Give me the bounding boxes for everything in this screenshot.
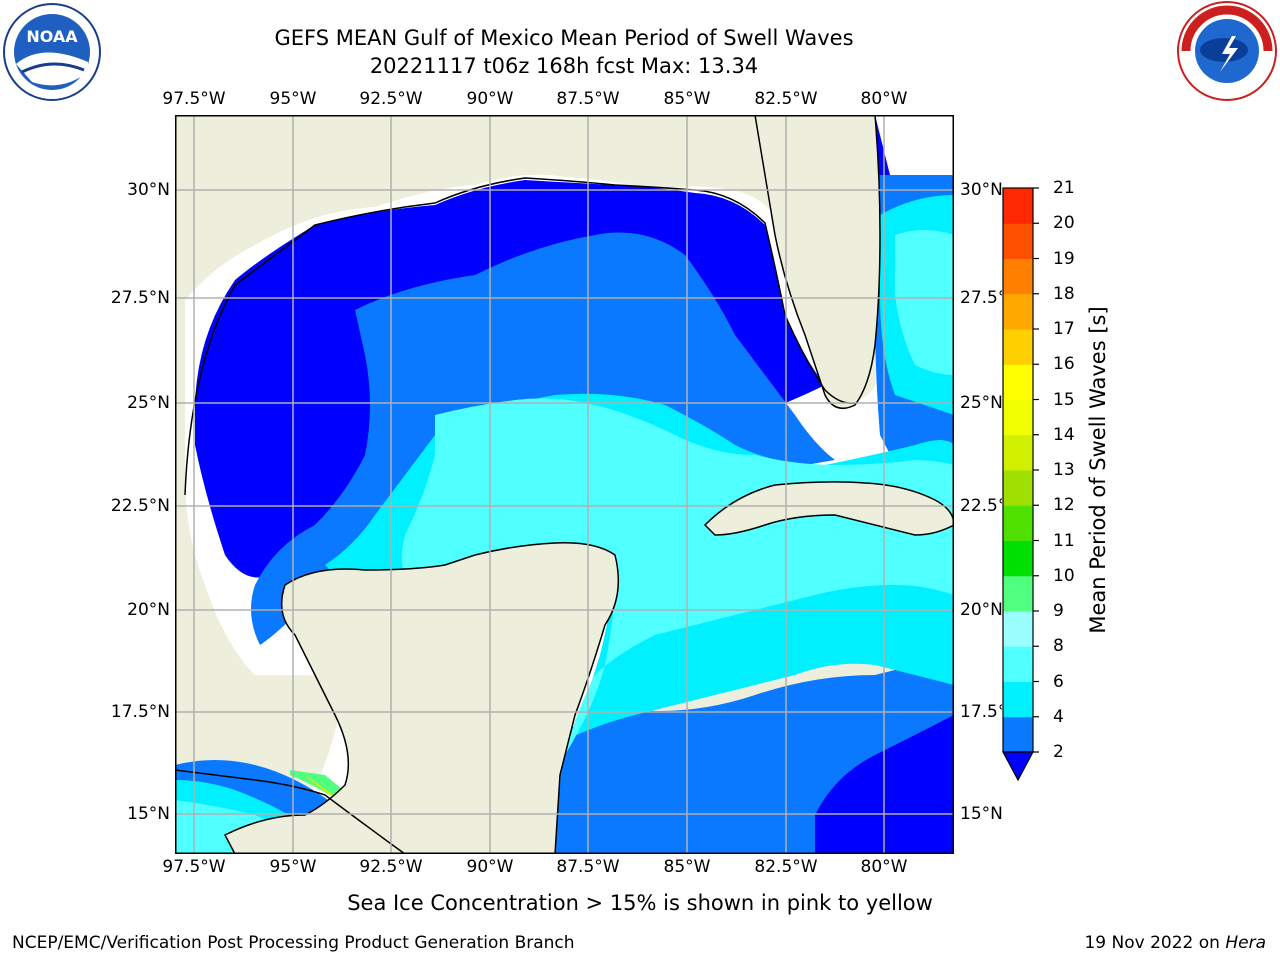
- colorbar-tick-label: 8: [1053, 636, 1064, 657]
- map-title: GEFS MEAN Gulf of Mexico Mean Period of …: [274, 26, 854, 50]
- swell-period-map-svg: [175, 115, 954, 854]
- colorbar-segment: [1003, 681, 1033, 718]
- swell-contour-medium-blue: [551, 655, 954, 854]
- lat-label-left: 17.5°N: [110, 702, 170, 722]
- colorbar-tick-label: 18: [1053, 283, 1075, 304]
- colorbar-svg: [1001, 187, 1039, 782]
- sea-ice-note: Sea Ice Concentration > 15% is shown in …: [347, 891, 933, 915]
- lat-label-left: 20°N: [127, 600, 170, 620]
- lat-label-left: 22.5°N: [110, 496, 170, 516]
- colorbar-segment: [1003, 223, 1033, 259]
- lon-label-bottom: 82.5°W: [754, 857, 818, 877]
- colorbar-segment: [1003, 575, 1033, 612]
- svg-text:NOAA: NOAA: [26, 27, 78, 46]
- lon-label-top: 80°W: [860, 89, 908, 109]
- lon-label-top: 97.5°W: [162, 89, 226, 109]
- lat-label-right: 27.5°N: [960, 288, 1002, 308]
- colorbar-tick-label: 16: [1053, 354, 1075, 375]
- colorbar: [995, 180, 1040, 794]
- colorbar-tick-label: 20: [1053, 213, 1075, 234]
- colorbar-tick-label: 10: [1053, 565, 1075, 586]
- colorbar-segment: [1003, 540, 1033, 577]
- footer-date-text: 19 Nov 2022 on: [1084, 933, 1226, 953]
- lon-label-top: 95°W: [269, 89, 317, 109]
- lat-label-right: 25°N: [960, 393, 1002, 413]
- noaa-logo: NOAA: [2, 2, 102, 102]
- colorbar-tick-label: 11: [1053, 530, 1075, 551]
- yucatan-peninsula: [223, 542, 620, 854]
- gulf-of-mexico-map: [175, 115, 954, 854]
- lon-label-top: 85°W: [663, 89, 711, 109]
- lon-label-top: 92.5°W: [359, 89, 423, 109]
- lat-label-left: 25°N: [127, 393, 170, 413]
- lon-label-bottom: 95°W: [269, 857, 317, 877]
- lon-label-bottom: 80°W: [860, 857, 908, 877]
- swell-contour-light-cyan: [895, 230, 954, 375]
- lon-label-top: 87.5°W: [556, 89, 620, 109]
- lon-label-bottom: 92.5°W: [359, 857, 423, 877]
- colorbar-segment: [1003, 329, 1033, 365]
- colorbar-tick-label: 13: [1053, 460, 1075, 480]
- colorbar-segment: [1003, 258, 1033, 295]
- graticule: [175, 115, 954, 854]
- colorbar-tick-label: 9: [1053, 601, 1064, 621]
- nws-logo: [1176, 0, 1278, 102]
- lat-label-right: 20°N: [960, 600, 1002, 620]
- map-border: [175, 115, 954, 854]
- footer-host: Hera: [1225, 933, 1266, 953]
- coastline: [175, 769, 406, 854]
- colorbar-segment: [1003, 293, 1033, 330]
- colorbar-tick-label: 19: [1053, 248, 1075, 269]
- colorbar-segment: [1003, 716, 1033, 753]
- colorbar-tick-label: 17: [1053, 319, 1075, 339]
- lon-label-bottom: 87.5°W: [556, 857, 620, 877]
- colorbar-label: Mean Period of Swell Waves [s]: [1086, 306, 1110, 634]
- footer-credit: NCEP/EMC/Verification Post Processing Pr…: [12, 933, 575, 953]
- lon-label-top: 90°W: [466, 89, 514, 109]
- lat-label-right: 17.5°N: [960, 702, 1002, 722]
- lat-label-left: 27.5°N: [110, 288, 170, 308]
- colorbar-tick-label: 14: [1053, 424, 1075, 445]
- colorbar-tick-label: 4: [1053, 706, 1064, 727]
- lon-label-top: 82.5°W: [754, 89, 818, 109]
- colorbar-tick-label: 2: [1053, 742, 1064, 762]
- lat-label-left: 15°N: [127, 804, 170, 824]
- colorbar-tick-label: 6: [1053, 671, 1064, 692]
- colorbar-tick-label: 15: [1053, 389, 1075, 410]
- colorbar-extension: [1001, 751, 1035, 782]
- colorbar-segment: [1003, 188, 1033, 224]
- lon-label-bottom: 85°W: [663, 857, 711, 877]
- footer-date: 19 Nov 2022 on Hera: [1084, 933, 1266, 953]
- lat-label-right: 15°N: [960, 804, 1002, 824]
- lat-label-right: 30°N: [960, 180, 1002, 200]
- lon-label-bottom: 97.5°W: [162, 857, 226, 877]
- coastline: [184, 177, 856, 496]
- colorbar-segment: [1003, 364, 1033, 400]
- colorbar-tick-label: 21: [1053, 178, 1075, 198]
- lon-label-bottom: 90°W: [466, 857, 514, 877]
- colorbar-tick-label: 12: [1053, 495, 1075, 516]
- colorbar-segment: [1003, 434, 1033, 471]
- lat-label-right: 22.5°N: [960, 496, 1002, 516]
- colorbar-segment: [1003, 646, 1033, 682]
- map-subtitle: 20221117 t06z 168h fcst Max: 13.34: [369, 54, 759, 78]
- colorbar-segment: [1003, 470, 1033, 506]
- colorbar-segment: [1003, 399, 1033, 436]
- lat-label-left: 30°N: [127, 180, 170, 200]
- colorbar-segment: [1003, 611, 1033, 647]
- colorbar-segment: [1003, 505, 1033, 541]
